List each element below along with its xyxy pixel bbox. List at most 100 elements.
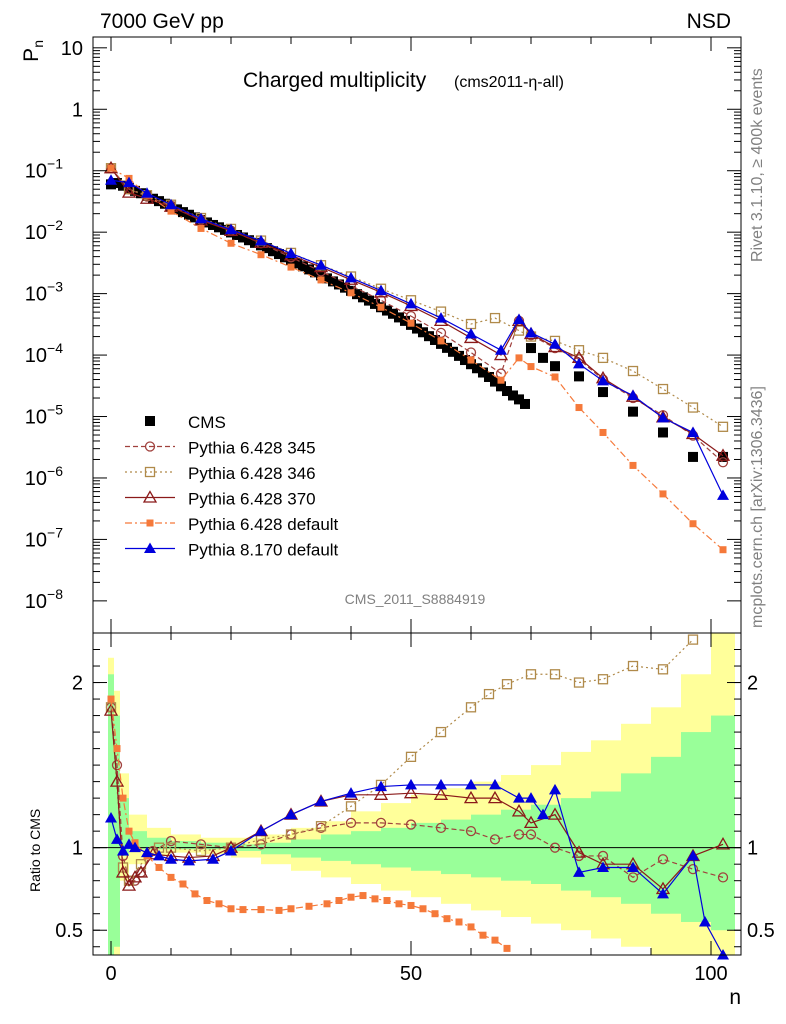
ratio-point	[465, 826, 477, 837]
data-point	[255, 234, 267, 246]
ratio-point	[403, 785, 419, 799]
data-point	[515, 354, 523, 362]
series-2	[105, 163, 729, 432]
data-point	[347, 289, 355, 297]
data-point	[304, 264, 314, 275]
ratio-point	[179, 880, 187, 888]
ratio-point	[513, 792, 525, 803]
data-point	[364, 295, 374, 306]
data-point	[658, 427, 668, 438]
ratio-point	[511, 804, 527, 817]
ratio-point	[165, 842, 177, 853]
y-tick-base: 10	[25, 529, 47, 551]
series-line-4	[110, 167, 724, 551]
chart-title: Charged multiplicity	[243, 69, 427, 92]
band-green-bin	[591, 791, 621, 898]
ratio-point	[627, 861, 639, 872]
y-tick-exponent: −6	[47, 463, 63, 479]
data-point	[382, 305, 392, 316]
ratio-point	[455, 918, 463, 926]
ratio-point	[525, 829, 537, 840]
ratio-point	[117, 844, 129, 856]
ratio-point	[597, 674, 609, 685]
ratio-point	[549, 669, 561, 680]
data-point	[526, 343, 536, 354]
y-tick-base: 10	[25, 284, 47, 306]
ratio-point	[657, 854, 669, 865]
data-point	[513, 313, 525, 324]
data-point	[148, 193, 158, 204]
ratio-point	[135, 859, 147, 870]
y-tick-base: 10	[25, 161, 47, 183]
y-tick-base: 10	[25, 407, 47, 429]
ratio-point	[375, 817, 387, 829]
ratio-point	[105, 811, 117, 823]
ratio-point	[119, 794, 127, 802]
data-point	[165, 198, 177, 210]
ylabel-text: P	[20, 48, 43, 62]
y-tick-label: 10−4	[25, 340, 63, 367]
legend-marker	[144, 466, 156, 478]
ratio-point	[195, 839, 207, 850]
data-point	[430, 334, 440, 345]
ratio-point	[153, 849, 165, 861]
ratio-point	[431, 910, 439, 918]
ratio-point	[345, 801, 357, 812]
ratio-point	[443, 915, 451, 923]
legend-entry: Pythia 6.428 345	[125, 439, 316, 458]
series-line-2	[110, 167, 724, 428]
legend-entry: Pythia 6.428 370	[125, 490, 316, 509]
ratio-point	[395, 900, 403, 908]
legend-label: CMS	[188, 413, 226, 432]
data-point	[112, 178, 122, 189]
ratio-point	[123, 838, 135, 849]
data-point	[268, 246, 278, 257]
data-point	[262, 243, 272, 254]
analysis-watermark: CMS_2011_S8884919	[345, 591, 486, 607]
y-tick-base: 1	[72, 99, 83, 121]
legend-entry: Pythia 6.428 346	[125, 464, 316, 483]
data-point	[352, 289, 362, 300]
y-tick-exponent: −5	[47, 402, 63, 418]
legend-marker	[144, 441, 156, 452]
ratio-point	[109, 774, 125, 787]
y-tick-label: 10−6	[25, 463, 63, 490]
legend-label: Pythia 6.428 370	[188, 490, 316, 509]
ratio-point	[627, 872, 639, 883]
data-point	[627, 389, 639, 400]
ratio-point	[371, 895, 379, 903]
band-green-bin	[261, 842, 291, 855]
data-point	[250, 237, 260, 248]
data-point	[466, 359, 476, 370]
y-tick-label: 10	[61, 38, 83, 60]
data-point	[244, 235, 254, 246]
legend-marker	[146, 519, 154, 527]
ratio-point	[549, 783, 561, 795]
data-point	[465, 328, 477, 339]
series-5	[105, 174, 729, 500]
data-point	[328, 276, 338, 287]
data-point	[435, 327, 447, 338]
data-point	[257, 251, 265, 259]
data-point	[167, 207, 175, 215]
ratio-point	[383, 897, 391, 905]
band-green-bin	[681, 732, 711, 922]
y-tick-exponent: −3	[47, 279, 63, 295]
ratio-y-tick-label: 1	[72, 838, 83, 860]
data-point	[123, 176, 135, 188]
ratio-point	[183, 854, 195, 866]
y-tick-label: 10−5	[25, 402, 63, 429]
ratio-point	[465, 778, 477, 790]
side-label-top: Rivet 3.1.10, ≥ 400k events	[749, 68, 766, 262]
ratio-point	[547, 807, 563, 820]
legend-label: Pythia 6.428 default	[188, 515, 339, 534]
ratio-series-4	[105, 778, 729, 960]
data-point	[514, 394, 524, 405]
data-point	[573, 357, 585, 369]
data-point	[375, 284, 387, 296]
data-point	[502, 386, 512, 397]
x-tick-label: 50	[400, 963, 422, 985]
ratio-point	[285, 829, 297, 840]
ratio-point	[275, 906, 283, 914]
